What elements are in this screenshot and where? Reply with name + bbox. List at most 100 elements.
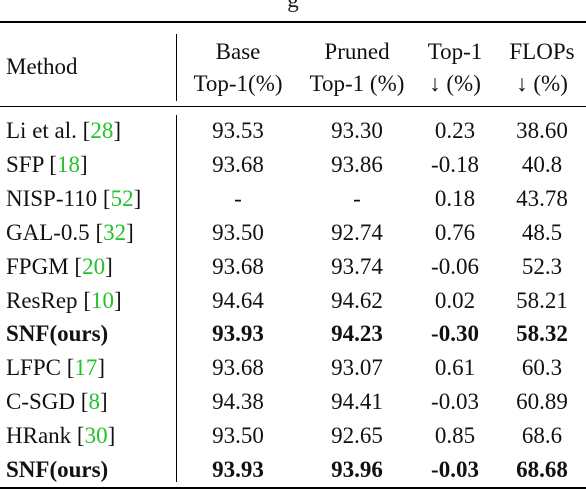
table-row-method: ResRep [10]: [6, 287, 122, 315]
method-name: LFPC: [6, 355, 67, 380]
header-top1-drop-line1: Top-1: [427, 39, 483, 64]
cell-pruned-top1: -: [353, 186, 361, 211]
header-flops-drop: FLOPs ↓ (%): [500, 36, 584, 100]
citation-bracket: [: [49, 152, 57, 177]
citation-bracket: ]: [107, 423, 116, 448]
cell-top1-drop: 0.76: [434, 220, 476, 245]
cell-base-top1: -: [234, 186, 242, 211]
method-name: SFP: [6, 152, 50, 177]
cell-flops-drop: 48.5: [521, 220, 563, 245]
method-name: FPGM: [6, 254, 75, 279]
cell-top1-drop: -0.06: [431, 254, 479, 279]
citation-bracket: [: [66, 355, 75, 380]
cell-top1-drop: 0.85: [434, 423, 476, 448]
method-name: SNF(ours): [6, 457, 109, 482]
header-top1-drop: Top-1 ↓ (%): [420, 36, 490, 100]
citation-bracket: ]: [97, 355, 106, 380]
cell-pruned-top1: 92.74: [331, 220, 383, 245]
cell-top1-drop: -0.03: [431, 389, 479, 414]
citation-link[interactable]: 10: [90, 288, 114, 313]
cell-base-top1: 94.38: [212, 389, 264, 414]
cell-flops-drop: 43.78: [516, 186, 568, 211]
citation-bracket: [: [76, 423, 85, 448]
table-row-method: NISP-110 [52]: [6, 185, 141, 213]
table-bottom-rule: [0, 487, 586, 489]
citation-link[interactable]: 52: [110, 186, 134, 211]
cell-base-top1: 93.50: [212, 423, 264, 448]
cell-pruned-top1: 93.96: [331, 457, 383, 482]
cell-pruned-top1: 93.74: [331, 254, 383, 279]
header-base-line1: Base: [215, 39, 261, 64]
cell-pruned-top1: 92.65: [331, 423, 383, 448]
header-pruned-top1: Pruned Top-1 (%): [300, 36, 414, 100]
citation-bracket: ]: [105, 254, 113, 279]
table-row-method: HRank [30]: [6, 422, 115, 450]
method-name: SNF(ours): [6, 321, 109, 346]
method-name: NISP-110: [6, 186, 103, 211]
cell-top1-drop: 0.18: [434, 186, 476, 211]
table-row-method: Li et al. [28]: [6, 117, 121, 145]
table-header-rule: [0, 106, 586, 107]
citation-bracket: ]: [79, 152, 88, 177]
method-name: HRank: [6, 423, 77, 448]
cell-base-top1: 93.68: [212, 355, 264, 380]
citation-bracket: [: [74, 254, 83, 279]
cell-top1-drop: -0.18: [431, 152, 479, 177]
table-top-rule: [0, 21, 586, 23]
cell-top1-drop: -0.03: [431, 457, 479, 482]
cell-pruned-top1: 93.30: [331, 118, 383, 143]
citation-bracket: [: [95, 220, 104, 245]
cell-pruned-top1: 94.23: [331, 321, 383, 346]
table-row-method: C-SGD [8]: [6, 388, 108, 416]
header-base-line2: Top-1(%): [193, 71, 283, 96]
cell-base-top1: 93.50: [212, 220, 264, 245]
citation-bracket: ]: [99, 389, 108, 414]
citation-link[interactable]: 18: [56, 152, 80, 177]
header-column-divider: [176, 34, 177, 101]
cell-pruned-top1: 93.07: [331, 355, 383, 380]
citation-bracket: ]: [113, 118, 121, 143]
cell-flops-drop: 58.32: [516, 321, 568, 346]
caption-fragment: g: [0, 0, 586, 14]
citation-link[interactable]: 17: [74, 355, 98, 380]
cell-top1-drop: -0.30: [431, 321, 479, 346]
header-method: Method: [6, 54, 78, 79]
citation-bracket: [: [102, 186, 111, 211]
cell-base-top1: 94.64: [212, 288, 264, 313]
method-name: GAL-0.5: [6, 220, 96, 245]
cell-flops-drop: 68.68: [516, 457, 568, 482]
cell-base-top1: 93.68: [212, 254, 264, 279]
cell-pruned-top1: 94.62: [331, 288, 383, 313]
cell-base-top1: 93.93: [212, 457, 264, 482]
cell-pruned-top1: 94.41: [331, 389, 383, 414]
citation-link[interactable]: 30: [84, 423, 108, 448]
citation-bracket: [: [80, 389, 89, 414]
table-row-method: SNF(ours): [6, 456, 108, 484]
header-flops-line2: ↓ (%): [516, 71, 568, 96]
cell-flops-drop: 52.3: [521, 254, 563, 279]
citation-link[interactable]: 8: [88, 389, 100, 414]
header-pruned-line2: Top-1 (%): [309, 71, 405, 96]
header-top1-drop-line2: ↓ (%): [429, 71, 481, 96]
table-row-method: SFP [18]: [6, 151, 88, 179]
citation-link[interactable]: 28: [90, 118, 114, 143]
citation-bracket: ]: [126, 220, 134, 245]
cell-base-top1: 93.53: [212, 118, 264, 143]
cell-top1-drop: 0.02: [434, 288, 476, 313]
cell-flops-drop: 60.3: [521, 355, 563, 380]
cell-flops-drop: 68.6: [521, 423, 563, 448]
table-row-method: LFPC [17]: [6, 354, 105, 382]
citation-bracket: ]: [133, 186, 142, 211]
table-row-method: GAL-0.5 [32]: [6, 219, 134, 247]
cell-top1-drop: 0.61: [434, 355, 476, 380]
header-flops-line1: FLOPs: [509, 39, 575, 64]
body-column-divider: [176, 115, 177, 482]
table-row-method: FPGM [20]: [6, 253, 113, 281]
cell-flops-drop: 40.8: [521, 152, 563, 177]
cell-top1-drop: 0.23: [434, 118, 476, 143]
citation-link[interactable]: 20: [82, 254, 106, 279]
citation-link[interactable]: 32: [103, 220, 127, 245]
cell-base-top1: 93.68: [212, 152, 264, 177]
method-name: C-SGD: [6, 389, 81, 414]
cell-flops-drop: 38.60: [516, 118, 568, 143]
